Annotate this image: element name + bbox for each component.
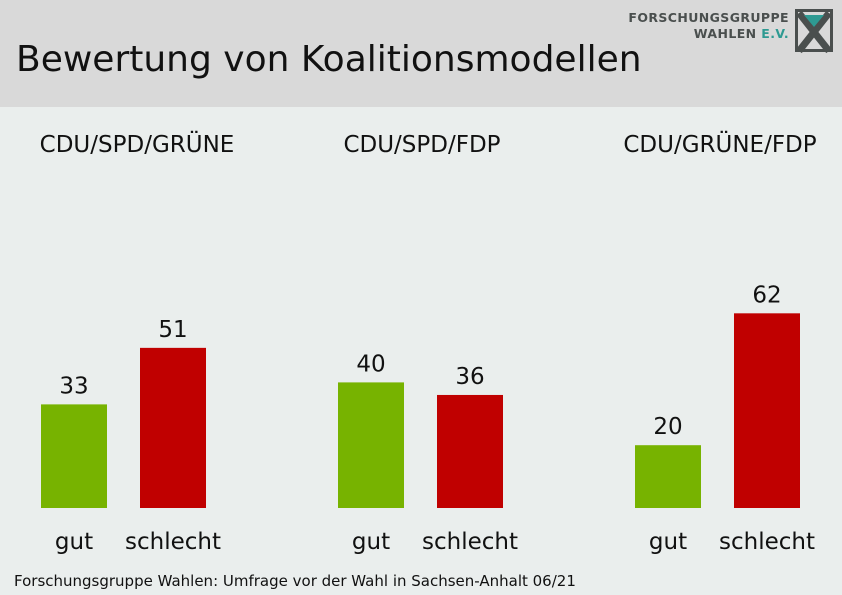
coalition-chart: CDU/SPD/GRÜNE 33 gut 51 schlecht CDU/SPD/FDP 4… — [40, 130, 817, 555]
logo: FORSCHUNGSGRUPPE WAHLEN E.V. — [628, 10, 789, 42]
bar-gut — [338, 382, 404, 508]
logo-line-2: WAHLEN — [693, 26, 757, 41]
data-label: 40 — [356, 351, 385, 377]
bar-gut — [635, 445, 701, 508]
panel-title: CDU/GRÜNE/FDP — [623, 130, 816, 158]
category-label: schlecht — [125, 529, 221, 555]
bar-gut — [41, 404, 107, 508]
header-band — [0, 0, 842, 107]
logo-line-1: FORSCHUNGSGRUPPE — [628, 10, 789, 25]
category-label: schlecht — [422, 529, 518, 555]
panel-title: CDU/SPD/GRÜNE — [40, 130, 235, 158]
data-label: 20 — [653, 414, 682, 440]
category-label: gut — [55, 529, 93, 555]
data-label: 62 — [752, 282, 781, 308]
category-label: gut — [649, 529, 687, 555]
panel-title: CDU/SPD/FDP — [343, 132, 500, 158]
category-label: schlecht — [719, 529, 815, 555]
logo-mark-icon — [795, 9, 833, 54]
source-note: Forschungsgruppe Wahlen: Umfrage vor der… — [14, 572, 576, 590]
bar-schlecht — [140, 347, 206, 508]
page-title: Bewertung von Koalitionsmodellen — [16, 39, 642, 80]
data-label: 36 — [455, 364, 484, 390]
logo-line-2-suffix: E.V. — [761, 26, 789, 41]
bar-schlecht — [437, 394, 503, 508]
category-label: gut — [352, 529, 390, 555]
data-label: 33 — [59, 373, 88, 399]
data-label: 51 — [158, 317, 187, 343]
bar-schlecht — [734, 313, 800, 508]
